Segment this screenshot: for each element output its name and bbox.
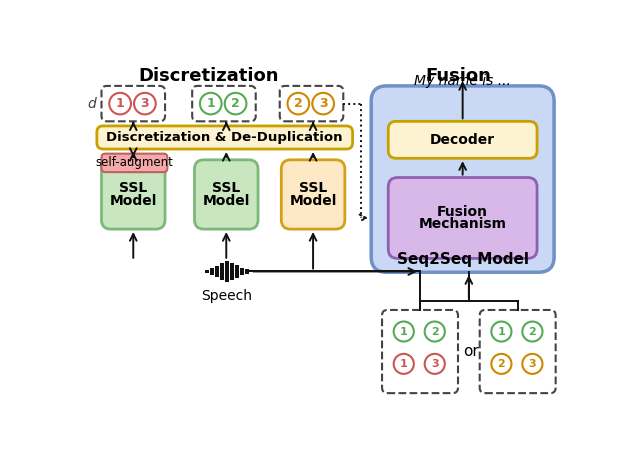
Text: Model: Model bbox=[110, 194, 157, 208]
Circle shape bbox=[312, 93, 334, 114]
Circle shape bbox=[394, 354, 414, 374]
FancyBboxPatch shape bbox=[280, 86, 343, 121]
Text: SSL: SSL bbox=[212, 181, 240, 195]
Text: Speech: Speech bbox=[202, 289, 252, 303]
FancyBboxPatch shape bbox=[97, 126, 352, 149]
Text: 2: 2 bbox=[231, 97, 240, 110]
Text: Discretization: Discretization bbox=[138, 67, 279, 85]
Text: 1: 1 bbox=[498, 327, 505, 337]
Circle shape bbox=[522, 321, 543, 342]
Text: SSL: SSL bbox=[299, 181, 327, 195]
Text: 1: 1 bbox=[207, 97, 215, 110]
Text: 3: 3 bbox=[528, 359, 536, 369]
Text: Model: Model bbox=[289, 194, 337, 208]
Bar bbox=[220, 263, 223, 280]
FancyBboxPatch shape bbox=[281, 160, 345, 229]
Bar bbox=[225, 261, 228, 282]
Bar bbox=[230, 263, 234, 280]
Text: Seq2Seq Model: Seq2Seq Model bbox=[397, 253, 528, 268]
Bar bbox=[240, 268, 244, 275]
Text: Decoder: Decoder bbox=[430, 133, 495, 147]
FancyBboxPatch shape bbox=[101, 160, 165, 229]
FancyBboxPatch shape bbox=[101, 154, 167, 172]
Bar bbox=[210, 268, 213, 275]
Bar bbox=[245, 269, 249, 274]
Text: 2: 2 bbox=[294, 97, 303, 110]
Bar bbox=[215, 266, 218, 277]
Bar bbox=[205, 270, 208, 273]
Circle shape bbox=[491, 321, 511, 342]
Text: 2: 2 bbox=[528, 327, 536, 337]
FancyBboxPatch shape bbox=[195, 160, 258, 229]
Text: Fusion: Fusion bbox=[437, 205, 488, 219]
FancyBboxPatch shape bbox=[480, 310, 556, 393]
FancyBboxPatch shape bbox=[382, 310, 458, 393]
Circle shape bbox=[491, 354, 511, 374]
Circle shape bbox=[287, 93, 309, 114]
FancyBboxPatch shape bbox=[101, 86, 165, 121]
Circle shape bbox=[134, 93, 156, 114]
FancyBboxPatch shape bbox=[371, 86, 554, 272]
Circle shape bbox=[110, 93, 131, 114]
Text: SSL: SSL bbox=[119, 181, 147, 195]
Text: My name is ...: My name is ... bbox=[414, 74, 511, 88]
Text: 3: 3 bbox=[319, 97, 327, 110]
Text: 3: 3 bbox=[431, 359, 439, 369]
Text: 1: 1 bbox=[400, 359, 408, 369]
Text: Model: Model bbox=[203, 194, 250, 208]
FancyBboxPatch shape bbox=[388, 177, 537, 258]
Text: Mechanism: Mechanism bbox=[419, 217, 506, 231]
Text: self-augment: self-augment bbox=[96, 156, 173, 169]
Text: d: d bbox=[88, 97, 96, 110]
Text: 1: 1 bbox=[116, 97, 125, 110]
Circle shape bbox=[522, 354, 543, 374]
Text: Fusion: Fusion bbox=[425, 67, 491, 85]
Circle shape bbox=[200, 93, 222, 114]
Text: Discretization & De-Duplication: Discretization & De-Duplication bbox=[106, 131, 343, 144]
Circle shape bbox=[424, 321, 445, 342]
Text: 3: 3 bbox=[141, 97, 149, 110]
Text: 2: 2 bbox=[498, 359, 505, 369]
Circle shape bbox=[394, 321, 414, 342]
FancyBboxPatch shape bbox=[388, 121, 537, 158]
Bar bbox=[235, 265, 239, 278]
FancyBboxPatch shape bbox=[192, 86, 256, 121]
Circle shape bbox=[424, 354, 445, 374]
Text: 2: 2 bbox=[431, 327, 439, 337]
Text: 1: 1 bbox=[400, 327, 408, 337]
Circle shape bbox=[225, 93, 247, 114]
Text: or: or bbox=[463, 344, 479, 359]
